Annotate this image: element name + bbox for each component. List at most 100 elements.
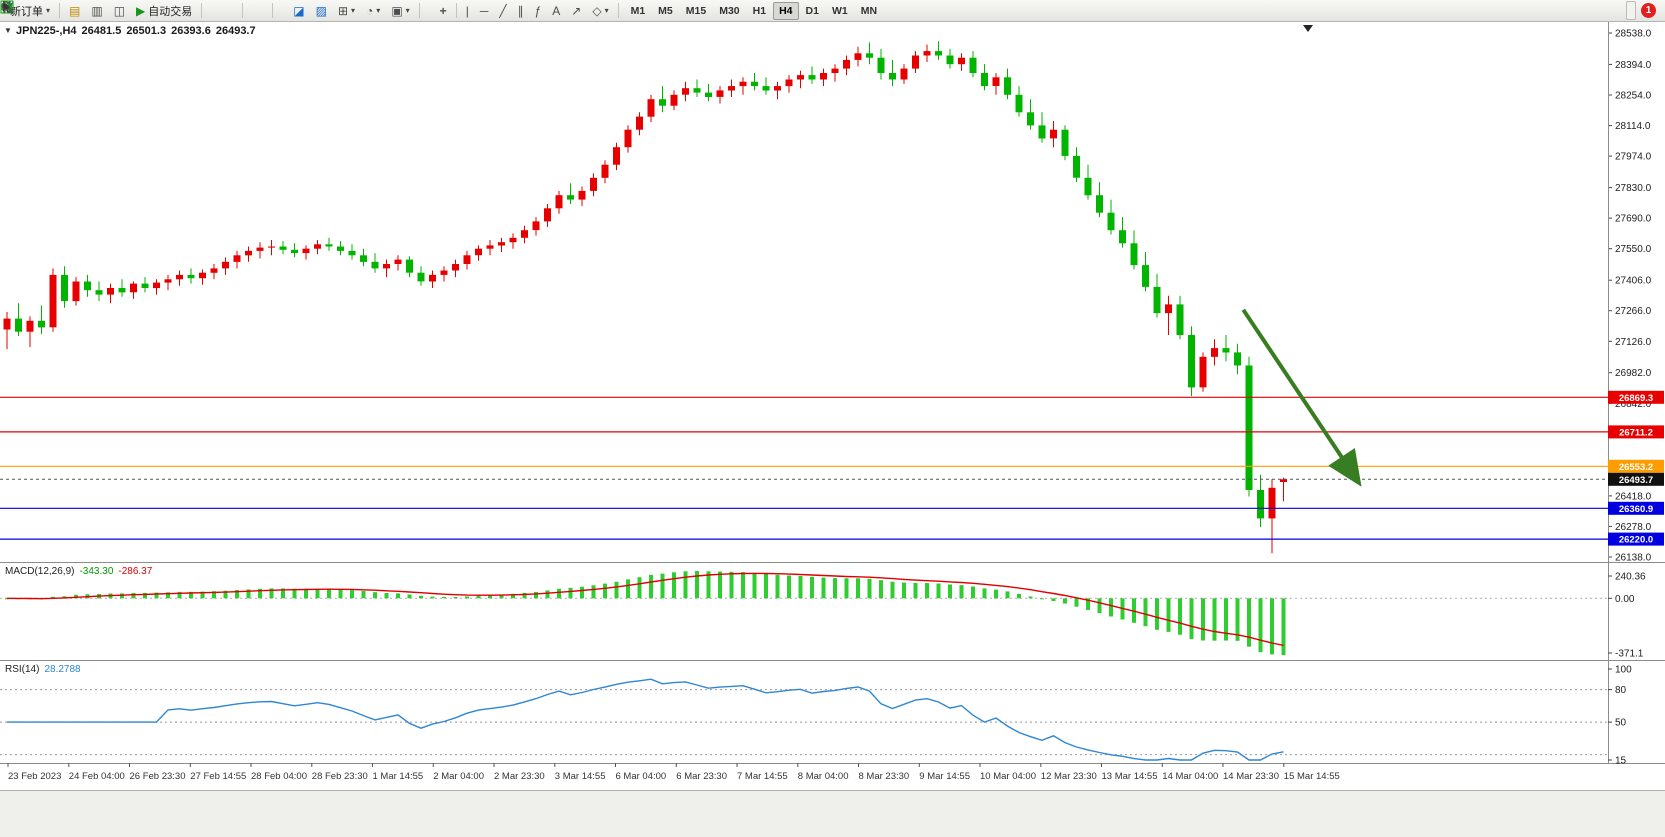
- svg-text:-371.1: -371.1: [1615, 649, 1644, 660]
- macd-name: MACD(12,26,9): [5, 566, 75, 577]
- toolbar-separator: [59, 3, 61, 18]
- timeframe-button-m1[interactable]: M1: [630, 4, 646, 17]
- candlestick-chart-icon[interactable]: [2, 1, 227, 20]
- svg-text:26418.0: 26418.0: [1615, 491, 1652, 502]
- svg-text:14 Mar 23:30: 14 Mar 23:30: [1223, 771, 1279, 782]
- indicators-icon[interactable]: [0, 0, 287, 20]
- chevron-down-icon: ▾: [405, 6, 410, 15]
- svg-text:26869.3: 26869.3: [1619, 393, 1653, 404]
- shapes-button[interactable]: ◇ ▾: [587, 1, 613, 20]
- svg-text:27830.0: 27830.0: [1615, 183, 1652, 194]
- crosshair-icon[interactable]: +: [439, 3, 447, 18]
- timeframe-button-mn[interactable]: MN: [860, 4, 878, 17]
- svg-text:2 Mar 04:00: 2 Mar 04:00: [433, 771, 484, 782]
- data-window-icon[interactable]: ◫: [113, 3, 126, 18]
- zoom-out-icon[interactable]: [1, 1, 268, 20]
- chevron-down-icon: ▾: [376, 6, 381, 15]
- svg-text:80: 80: [1615, 685, 1627, 696]
- timeframe-button-w1[interactable]: W1: [831, 4, 848, 17]
- candlestick-series: [3, 41, 1287, 554]
- bar-chart-icon[interactable]: [1, 1, 216, 20]
- horizontal-line-icon[interactable]: ─: [479, 3, 489, 18]
- price-badges: 26869.3 26711.2 26553.2 26360.9 26220.0 26493…: [1608, 390, 1664, 546]
- notification-badge[interactable]: 1: [1641, 3, 1656, 18]
- svg-text:27266.0: 27266.0: [1615, 306, 1652, 317]
- ohlc-open: 26481.5: [81, 25, 122, 37]
- macd-main-value: -343.30: [79, 566, 114, 577]
- svg-text:9 Mar 14:55: 9 Mar 14:55: [919, 771, 970, 782]
- svg-text:26138.0: 26138.0: [1615, 553, 1652, 564]
- indicator-window-icon[interactable]: ◪: [293, 3, 305, 18]
- chart-title: JPN225-,H4 26481.5 26501.3 26393.6 26493.7: [16, 25, 261, 37]
- svg-text:26711.2: 26711.2: [1619, 427, 1653, 438]
- svg-text:50: 50: [1615, 718, 1627, 729]
- timeframe-button-h1[interactable]: H1: [752, 4, 767, 17]
- equidistant-channel-icon[interactable]: ∥: [517, 3, 524, 18]
- svg-text:26553.2: 26553.2: [1619, 462, 1653, 473]
- trend-arrow: [1241, 308, 1362, 487]
- svg-text:15: 15: [1615, 756, 1627, 767]
- svg-text:7 Mar 14:55: 7 Mar 14:55: [737, 771, 788, 782]
- new-order-button[interactable]: 新订单 ▾: [5, 1, 55, 20]
- ohlc-low: 26393.6: [171, 25, 211, 37]
- svg-text:28394.0: 28394.0: [1615, 60, 1652, 71]
- svg-text:14 Mar 04:00: 14 Mar 04:00: [1162, 771, 1218, 782]
- svg-text:1 Mar 14:55: 1 Mar 14:55: [373, 771, 424, 782]
- svg-text:27406.0: 27406.0: [1615, 276, 1652, 287]
- text-tool-icon[interactable]: A: [552, 3, 561, 18]
- timeframe-button-m30[interactable]: M30: [719, 4, 740, 17]
- print-icon[interactable]: ▥: [91, 3, 103, 18]
- trendline-icon[interactable]: ╱: [499, 3, 507, 18]
- search-icon[interactable]: [1, 1, 1636, 20]
- period-button[interactable]: ◔ ▾: [361, 1, 385, 20]
- svg-text:26842.0: 26842.0: [1615, 399, 1652, 410]
- line-chart-icon[interactable]: [0, 1, 238, 20]
- new-chart-button[interactable]: ⊞ ▾: [333, 1, 360, 20]
- svg-text:26360.9: 26360.9: [1619, 504, 1653, 515]
- zoom-in-icon[interactable]: [1, 1, 257, 20]
- template-icon[interactable]: ▨: [315, 3, 327, 18]
- toolbar-separator: [242, 3, 244, 18]
- svg-text:26 Feb 23:30: 26 Feb 23:30: [130, 771, 186, 782]
- timeframe-button-m5[interactable]: M5: [658, 4, 673, 17]
- arrows-tool-icon[interactable]: ↗: [571, 3, 582, 18]
- macd-label: MACD(12,26,9) -343.30 -286.37: [5, 566, 152, 577]
- timeframe-group: M1 M5 M15 M30 H1 H4 D1 W1 MN: [625, 1, 883, 20]
- svg-text:2 Mar 23:30: 2 Mar 23:30: [494, 771, 545, 782]
- svg-text:27974.0: 27974.0: [1615, 152, 1652, 163]
- profiles-icon[interactable]: ▤: [69, 3, 81, 18]
- svg-text:27690.0: 27690.0: [1615, 214, 1652, 225]
- new-chart-icon: ⊞: [337, 3, 349, 18]
- cursor-icon[interactable]: [3, 1, 434, 20]
- one-click-trading-toggle[interactable]: ▼: [4, 26, 12, 35]
- fibonacci-icon[interactable]: ƒ: [534, 3, 542, 18]
- svg-text:23 Feb 2023: 23 Feb 2023: [8, 771, 61, 782]
- svg-text:27550.0: 27550.0: [1615, 244, 1652, 255]
- timeframe-button-h4[interactable]: H4: [773, 1, 799, 20]
- ohlc-close: 26493.7: [215, 25, 256, 37]
- svg-text:28 Feb 23:30: 28 Feb 23:30: [312, 771, 368, 782]
- rsi-panel: 100 80 50 15: [0, 665, 1632, 767]
- svg-text:13 Mar 14:55: 13 Mar 14:55: [1102, 771, 1158, 782]
- svg-text:28254.0: 28254.0: [1615, 91, 1652, 102]
- price-axis: 28538.0 28394.0 28254.0 28114.0 27974.0 27830…: [1608, 29, 1652, 564]
- timeframe-button-d1[interactable]: D1: [805, 4, 819, 17]
- svg-text:3 Mar 14:55: 3 Mar 14:55: [555, 771, 606, 782]
- new-order-label: 新订单: [10, 5, 43, 18]
- chevron-down-icon: ▾: [604, 6, 609, 15]
- svg-text:27 Feb 14:55: 27 Feb 14:55: [190, 771, 246, 782]
- screenshot-button[interactable]: ▣ ▾: [386, 1, 414, 20]
- vertical-line-icon[interactable]: |: [465, 3, 469, 18]
- rsi-label: RSI(14) 28.2788: [5, 664, 81, 675]
- timeframe-button-m15[interactable]: M15: [685, 4, 707, 17]
- screenshot-icon: ▣: [391, 3, 403, 18]
- svg-text:26493.7: 26493.7: [1619, 475, 1653, 486]
- svg-text:6 Mar 23:30: 6 Mar 23:30: [676, 771, 727, 782]
- svg-text:6 Mar 04:00: 6 Mar 04:00: [616, 771, 667, 782]
- svg-text:8 Mar 23:30: 8 Mar 23:30: [859, 771, 910, 782]
- auto-trading-button[interactable]: ▶ 自动交易: [131, 1, 197, 20]
- svg-text:24 Feb 04:00: 24 Feb 04:00: [69, 771, 125, 782]
- ohlc-high: 26501.3: [126, 25, 167, 37]
